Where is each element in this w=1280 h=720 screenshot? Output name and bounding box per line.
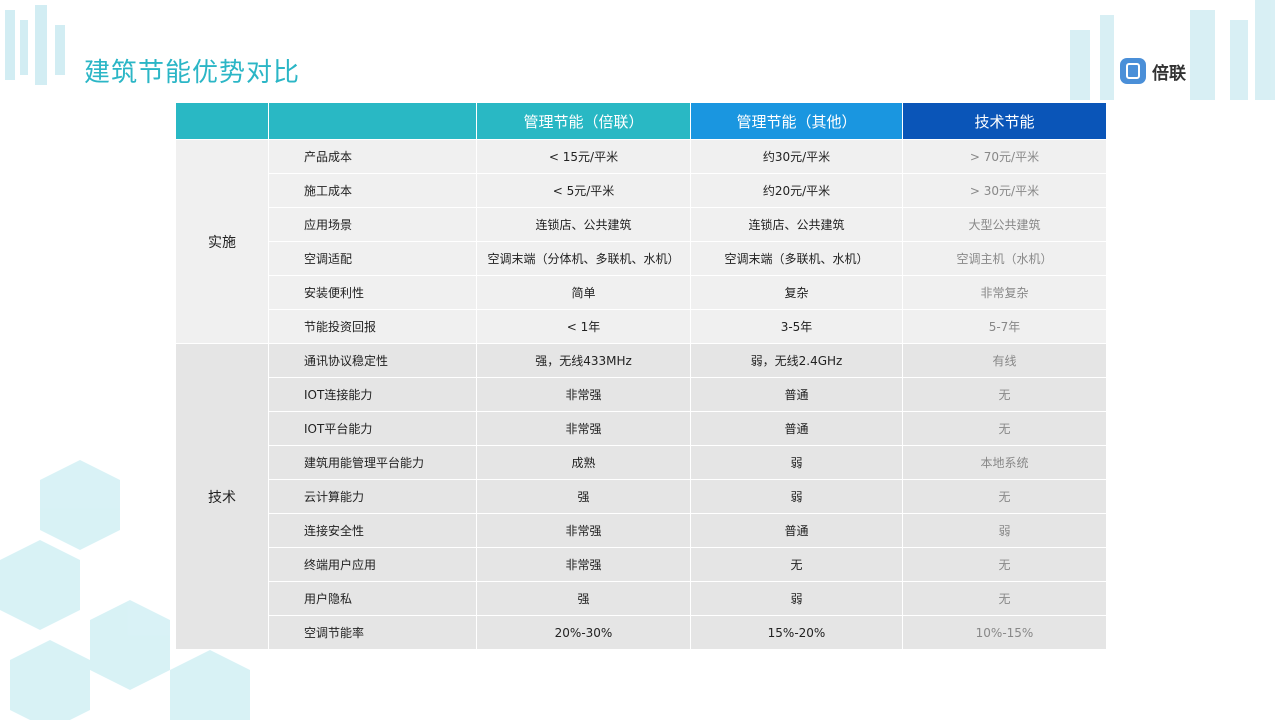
table-header-row: 管理节能（倍联） 管理节能（其他） 技术节能 [175,102,1107,140]
table-cell: 20%-30% [476,615,691,650]
row-label: 产品成本 [268,139,477,174]
table-cell: 简单 [476,275,691,310]
table-cell: 无 [902,377,1107,412]
table-row: 实施 产品成本 < 15元/平米 约30元/平米 > 70元/平米 [175,139,1107,344]
table-row: 空调节能率 20%-30% 15%-20% 10%-15% [176,615,1107,650]
table-row: 用户隐私强弱无 [176,581,1107,616]
table-cell: > 70元/平米 [902,139,1107,174]
table-cell: 弱 [902,513,1107,548]
table-row: 空调适配 空调末端（分体机、多联机、水机） 空调末端（多联机、水机） 空调主机（水机） [176,241,1107,276]
table-cell: 5-7年 [902,309,1107,344]
table-cell: 非常强 [476,513,691,548]
row-label: 用户隐私 [268,581,477,616]
table-cell: 普通 [690,377,903,412]
table-row: 建筑用能管理平台能力 成熟弱本地系统 [176,445,1107,480]
table-cell: > 30元/平米 [902,173,1107,208]
table-row: IOT平台能力 非常强 普通无 [176,411,1107,446]
table-cell: 约30元/平米 [690,139,903,174]
row-label: 节能投资回报 [268,309,477,344]
table-cell: 弱，无线2.4GHz [690,343,903,378]
row-label: 终端用户应用 [268,547,477,582]
page-title: 建筑节能优势对比 [84,58,301,88]
header-cell [268,102,477,140]
table-cell: 强 [476,581,691,616]
table-cell: 空调主机（水机） [902,241,1107,276]
table-cell: 无 [902,547,1107,582]
table-cell: 空调末端（多联机、水机） [690,241,903,276]
row-label: 应用场景 [268,207,477,242]
table-cell: 有线 [902,343,1107,378]
table-cell: 弱 [690,479,903,514]
row-label: 空调适配 [268,241,477,276]
table-cell: 无 [690,547,903,582]
table-cell: 弱 [690,581,903,616]
table-cell: < 15元/平米 [476,139,691,174]
row-label: 建筑用能管理平台能力 [268,445,477,480]
table-cell: 约20元/平米 [690,173,903,208]
comparison-table: 管理节能（倍联） 管理节能（其他） 技术节能 实施 产品成本 < 15元/平米 约30… [175,102,1107,650]
table-row: 技术 通讯协议稳定性 强，无线433MHz 弱，无线2.4GHz 有线 [175,343,1107,650]
header-cell [175,102,269,140]
table-cell: 普通 [690,513,903,548]
table-cell: 普通 [690,411,903,446]
row-label: 云计算能力 [268,479,477,514]
header-beilian: 管理节能（倍联） [476,102,691,140]
table-row: 连接安全性 非常强 普通弱 [176,513,1107,548]
table-row: 云计算能力强弱无 [176,479,1107,514]
table-cell: 非常强 [476,547,691,582]
row-label: IOT平台能力 [268,411,477,446]
table-cell: 15%-20% [690,615,903,650]
table-cell: 成熟 [476,445,691,480]
decorative-hexagons [0,460,250,720]
table-cell: < 5元/平米 [476,173,691,208]
table-cell: 3-5年 [690,309,903,344]
table-row: 终端用户应用 非常强无无 [176,547,1107,582]
table-cell: 本地系统 [902,445,1107,480]
table-cell: 连锁店、公共建筑 [476,207,691,242]
table-cell: 非常强 [476,411,691,446]
table-row: 节能投资回报 < 1年 3-5年 5-7年 [176,309,1107,344]
table-cell: 强 [476,479,691,514]
row-label: 施工成本 [268,173,477,208]
row-label: 空调节能率 [268,615,477,650]
row-label: 通讯协议稳定性 [268,343,477,378]
table-row: 施工成本 < 5元/平米 约20元/平米 > 30元/平米 [176,173,1107,208]
group-label: 实施 [175,139,269,344]
table-cell: 复杂 [690,275,903,310]
table-row: 应用场景 连锁店、公共建筑 连锁店、公共建筑 大型公共建筑 [176,207,1107,242]
header-tech: 技术节能 [902,102,1107,140]
logo-icon [1120,58,1146,84]
group-label: 技术 [175,343,269,650]
table-cell: 强，无线433MHz [476,343,691,378]
logo-text: 倍联 [1152,63,1186,84]
table-row: IOT连接能力 非常强 普通无 [176,377,1107,412]
table-cell: < 1年 [476,309,691,344]
table-cell: 非常复杂 [902,275,1107,310]
row-label: IOT连接能力 [268,377,477,412]
table-cell: 无 [902,581,1107,616]
table-cell: 弱 [690,445,903,480]
table-cell: 大型公共建筑 [902,207,1107,242]
table-row: 安装便利性 简单 复杂 非常复杂 [176,275,1107,310]
table-cell: 空调末端（分体机、多联机、水机） [476,241,691,276]
row-label: 安装便利性 [268,275,477,310]
decorative-city-graphic [5,5,65,85]
table-cell: 连锁店、公共建筑 [690,207,903,242]
table-cell: 无 [902,479,1107,514]
decorative-city-graphic-right [1070,0,1275,100]
table-cell: 无 [902,411,1107,446]
table-cell: 非常强 [476,377,691,412]
table-cell: 10%-15% [902,615,1107,650]
row-label: 连接安全性 [268,513,477,548]
brand-logo: 倍联 [1120,58,1186,84]
header-other: 管理节能（其他） [690,102,903,140]
